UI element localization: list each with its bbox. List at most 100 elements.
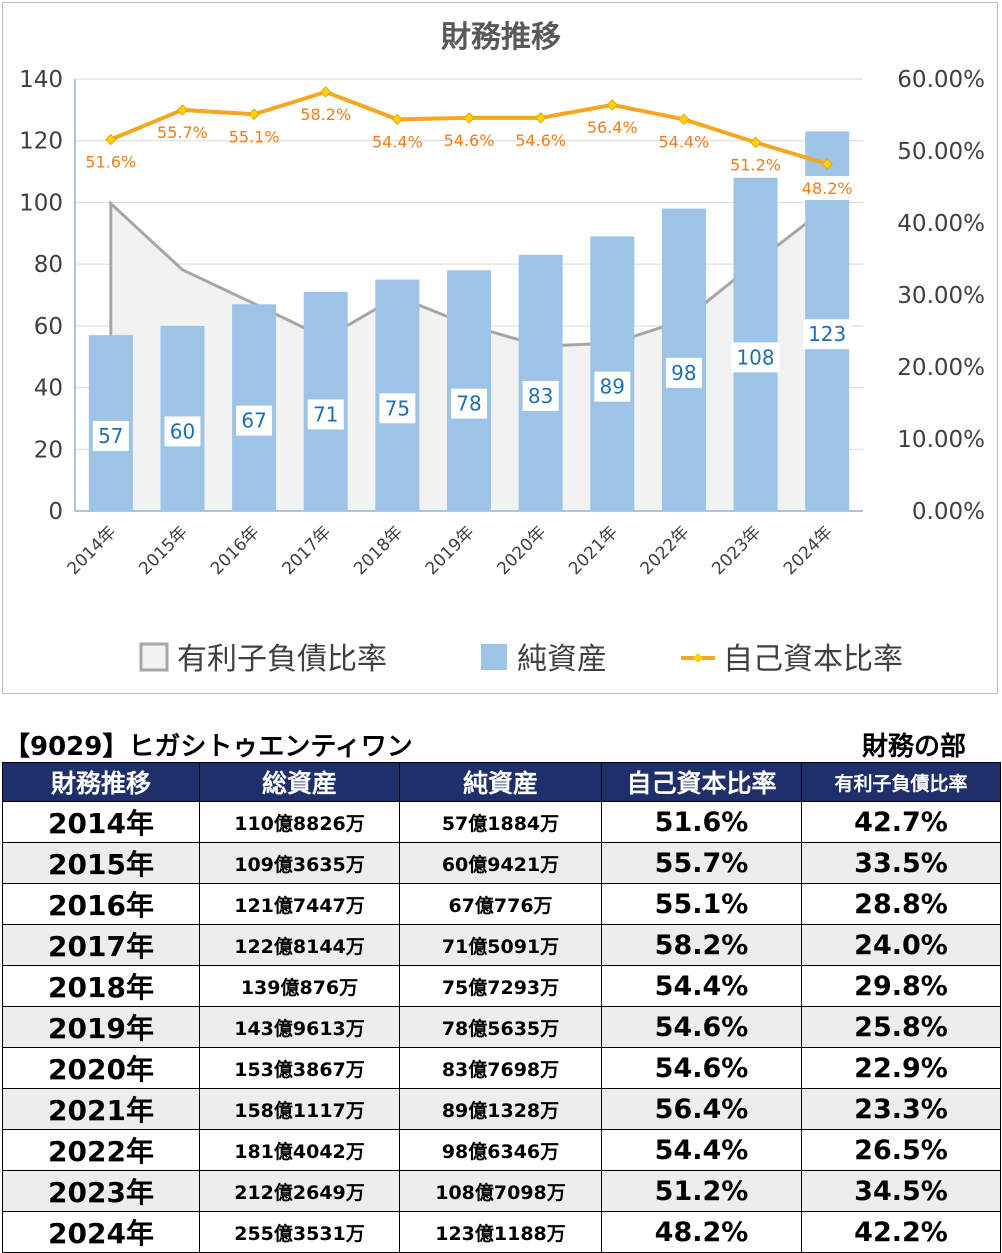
cell-net-assets: 57億1884万	[399, 801, 602, 843]
y2-tick-label: 50.00%	[897, 139, 985, 165]
equity-ratio-marker	[606, 99, 618, 111]
cell-debt-ratio: 22.9%	[801, 1047, 1001, 1089]
y-tick-label: 80	[34, 252, 63, 278]
net-assets-label: 57	[98, 424, 123, 448]
cell-net-assets: 78億5635万	[399, 1006, 602, 1048]
legend-equity-ratio: 自己資本比率	[723, 642, 903, 677]
table-row: 2017年 122億8144万 71億5091万 58.2% 24.0%	[2, 924, 1001, 966]
combo-chart: 財務推移 0 20 40 60 80 100 120 140 0.00% 10.00% 20.00% 3…	[19, 20, 985, 677]
cell-equity-ratio: 55.7%	[601, 842, 802, 884]
cell-equity-ratio: 54.4%	[601, 965, 802, 1007]
cell-year: 2016年	[2, 883, 200, 925]
equity-ratio-label-bg	[797, 175, 858, 200]
cell-debt-ratio: 42.7%	[801, 801, 1001, 843]
net-assets-label: 123	[808, 322, 846, 346]
table-row: 2015年 109億3635万 60億9421万 55.7% 33.5%	[2, 842, 1001, 884]
cell-year: 2019年	[2, 1006, 200, 1048]
equity-ratio-marker	[105, 133, 117, 146]
net-assets-label-bg	[451, 388, 487, 419]
equity-ratio-marker	[821, 158, 833, 170]
cell-year: 2023年	[2, 1170, 200, 1212]
net-assets-label-bg	[522, 380, 559, 411]
equity-ratio-marker	[678, 113, 690, 126]
net-assets-label: 83	[528, 384, 553, 408]
y2-tick-label: 60.00%	[897, 67, 985, 93]
table-row: 2018年 139億876万 75億7293万 54.4% 29.8%	[2, 965, 1001, 1007]
cell-year: 2022年	[2, 1129, 200, 1171]
header-period: 財務推移	[2, 762, 200, 802]
table-row: 2022年 181億4042万 98億6346万 54.4% 26.5%	[2, 1129, 1001, 1171]
x-tick-label: 2017年	[279, 522, 336, 579]
net-assets-label-bg	[164, 416, 201, 447]
chart-panel: 財務推移 0 20 40 60 80 100 120 140 0.00% 10.00% 20.00% 3…	[2, 2, 998, 694]
equity-ratio-label: 54.6%	[515, 131, 566, 150]
net-assets-label-bg	[236, 405, 273, 436]
cell-total-assets: 158億1117万	[199, 1088, 400, 1130]
cell-equity-ratio: 48.2%	[601, 1211, 802, 1253]
cell-net-assets: 71億5091万	[399, 924, 602, 966]
cell-year: 2017年	[2, 924, 200, 966]
cell-total-assets: 212億2649万	[199, 1170, 400, 1212]
net-assets-label: 98	[671, 361, 696, 385]
cell-debt-ratio: 28.8%	[801, 883, 1001, 925]
net-assets-label-bg	[803, 319, 852, 350]
table-row: 2016年 121億7447万 67億776万 55.1% 28.8%	[2, 883, 1001, 925]
legend-net-assets-swatch	[481, 644, 507, 670]
x-tick-label: 2022年	[637, 522, 694, 579]
equity-ratio-marker	[534, 112, 547, 124]
equity-ratio-label: 51.6%	[85, 152, 136, 171]
cell-equity-ratio: 54.4%	[601, 1129, 802, 1171]
cell-total-assets: 109億3635万	[199, 842, 400, 884]
cell-debt-ratio: 26.5%	[801, 1129, 1001, 1171]
x-tick-label: 2024年	[780, 522, 837, 579]
equity-ratio-label: 54.4%	[658, 132, 709, 151]
cell-equity-ratio: 54.6%	[601, 1006, 802, 1048]
equity-ratio-label: 55.1%	[229, 127, 280, 146]
x-tick-label: 2018年	[350, 522, 407, 579]
cell-total-assets: 153億3867万	[199, 1047, 400, 1089]
cell-year: 2014年	[2, 801, 200, 843]
net-assets-label: 89	[600, 375, 625, 399]
net-assets-label: 78	[456, 392, 481, 416]
header-debt-ratio: 有利子負債比率	[801, 762, 1001, 802]
net-assets-label: 67	[241, 409, 266, 433]
financial-table: 財務推移 総資産 純資産 自己資本比率 有利子負債比率 2014年 110億882…	[2, 762, 1001, 1253]
net-assets-label: 71	[313, 402, 338, 426]
chart-title: 財務推移	[441, 20, 561, 55]
net-assets-label-bg	[594, 371, 631, 402]
cell-equity-ratio: 51.2%	[601, 1170, 802, 1212]
equity-ratio-label: 48.2%	[802, 179, 853, 198]
cell-year: 2021年	[2, 1088, 200, 1130]
equity-ratio-marker	[463, 112, 475, 124]
net-assets-label: 75	[385, 396, 410, 420]
y-tick-label: 60	[34, 314, 63, 340]
cell-equity-ratio: 54.6%	[601, 1047, 802, 1089]
equity-ratio-label: 58.2%	[300, 105, 351, 124]
y2-tick-label: 20.00%	[897, 355, 985, 381]
x-tick-label: 2014年	[64, 522, 121, 579]
net-assets-label: 108	[736, 345, 774, 369]
cell-year: 2018年	[2, 965, 200, 1007]
table-row: 2020年 153億3867万 83億7698万 54.6% 22.9%	[2, 1047, 1001, 1089]
equity-ratio-line	[110, 89, 828, 166]
legend-debt-ratio-swatch	[139, 642, 169, 672]
cell-net-assets: 123億1188万	[399, 1211, 602, 1253]
table-row: 2014年 110億8826万 57億1884万 51.6% 42.7%	[2, 801, 1001, 843]
cell-total-assets: 143億9613万	[199, 1006, 400, 1048]
cell-debt-ratio: 42.2%	[801, 1211, 1001, 1253]
equity-ratio-label: 56.4%	[587, 118, 638, 137]
equity-ratio-marker	[176, 104, 189, 116]
cell-year: 2024年	[2, 1211, 200, 1253]
table-row: 2023年 212億2649万 108億7098万 51.2% 34.5%	[2, 1170, 1001, 1212]
y-tick-label: 40	[34, 376, 63, 402]
cell-net-assets: 60億9421万	[399, 842, 602, 884]
x-tick-label: 2019年	[422, 522, 479, 579]
cell-equity-ratio: 55.1%	[601, 883, 802, 925]
cell-equity-ratio: 51.6%	[601, 801, 802, 843]
y-tick-label: 140	[19, 67, 63, 93]
equity-ratio-marker	[248, 108, 260, 120]
x-tick-label: 2023年	[708, 522, 765, 579]
cell-debt-ratio: 29.8%	[801, 965, 1001, 1007]
y2-tick-label: 40.00%	[897, 211, 985, 237]
cell-net-assets: 83億7698万	[399, 1047, 602, 1089]
